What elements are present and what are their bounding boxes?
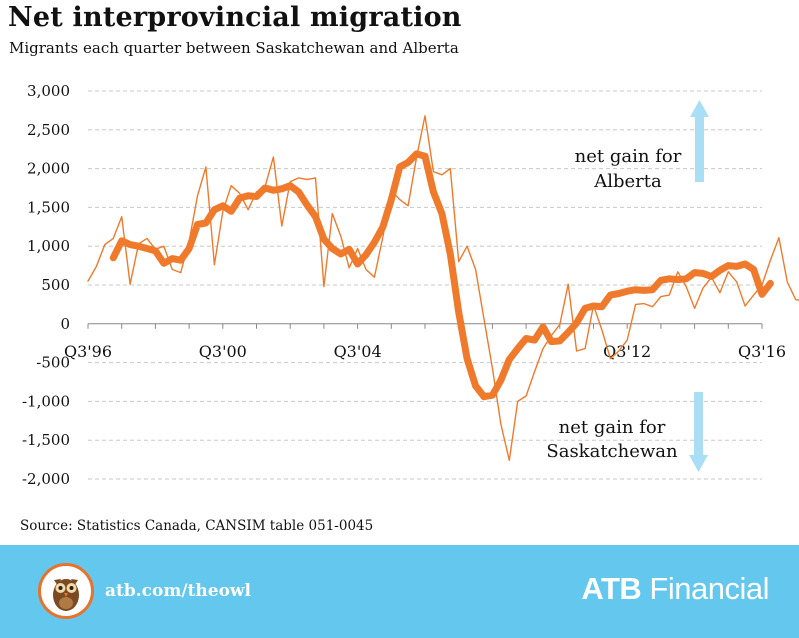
y-tick-label: -1,500: [22, 431, 70, 449]
quarterly-migration-line: [87, 115, 799, 462]
arrow-up-icon: [695, 116, 704, 182]
annotation-alberta: Alberta: [593, 171, 662, 192]
owl-link[interactable]: atb.com/theowl: [105, 581, 252, 601]
y-tick-label: -1,000: [22, 392, 70, 410]
source-note: Source: Statistics Canada, CANSIM table …: [20, 518, 374, 534]
y-tick-label: 0: [60, 315, 70, 333]
y-tick-label: -500: [36, 354, 70, 372]
brand-bold: ATB: [581, 571, 642, 606]
moving-average-line: [109, 150, 774, 401]
footer-banner: atb.com/theowl ATB Financial: [0, 545, 799, 638]
y-tick-label: 500: [41, 276, 70, 294]
x-tick-label: Q3'04: [334, 342, 382, 361]
owl-icon: [53, 579, 79, 611]
brand-rest: Financial: [641, 571, 769, 606]
annotation-saskatchewan: net gain for: [559, 417, 666, 438]
arrow-down-head: [689, 455, 708, 472]
owl-logo[interactable]: [38, 563, 94, 619]
arrow-down-icon: [694, 392, 703, 456]
migration-chart: 3,000 2,500 2,000 1,500 1,000 500 0 -500 -1,000 -…: [22, 82, 799, 488]
atb-financial-logo: ATB Financial: [581, 571, 769, 607]
y-tick-label: -2,000: [22, 470, 70, 488]
chart-subtitle: Migrants each quarter between Saskatchew…: [9, 39, 459, 57]
chart-title: Net interprovincial migration: [8, 2, 462, 33]
arrow-up-head: [690, 100, 709, 117]
x-tick-label: Q3'12: [603, 342, 651, 361]
x-tick-label: Q3'96: [64, 342, 112, 361]
x-tick-label: Q3'16: [738, 342, 786, 361]
y-tick-label: 2,500: [27, 121, 70, 139]
y-tick-label: 1,000: [27, 237, 70, 255]
annotation-alberta: net gain for: [575, 146, 682, 167]
annotation-saskatchewan: Saskatchewan: [546, 441, 678, 462]
y-tick-label: 3,000: [27, 82, 70, 100]
x-tick-label: Q3'00: [199, 342, 247, 361]
y-tick-label: 2,000: [27, 160, 70, 178]
y-tick-label: 1,500: [27, 198, 70, 216]
